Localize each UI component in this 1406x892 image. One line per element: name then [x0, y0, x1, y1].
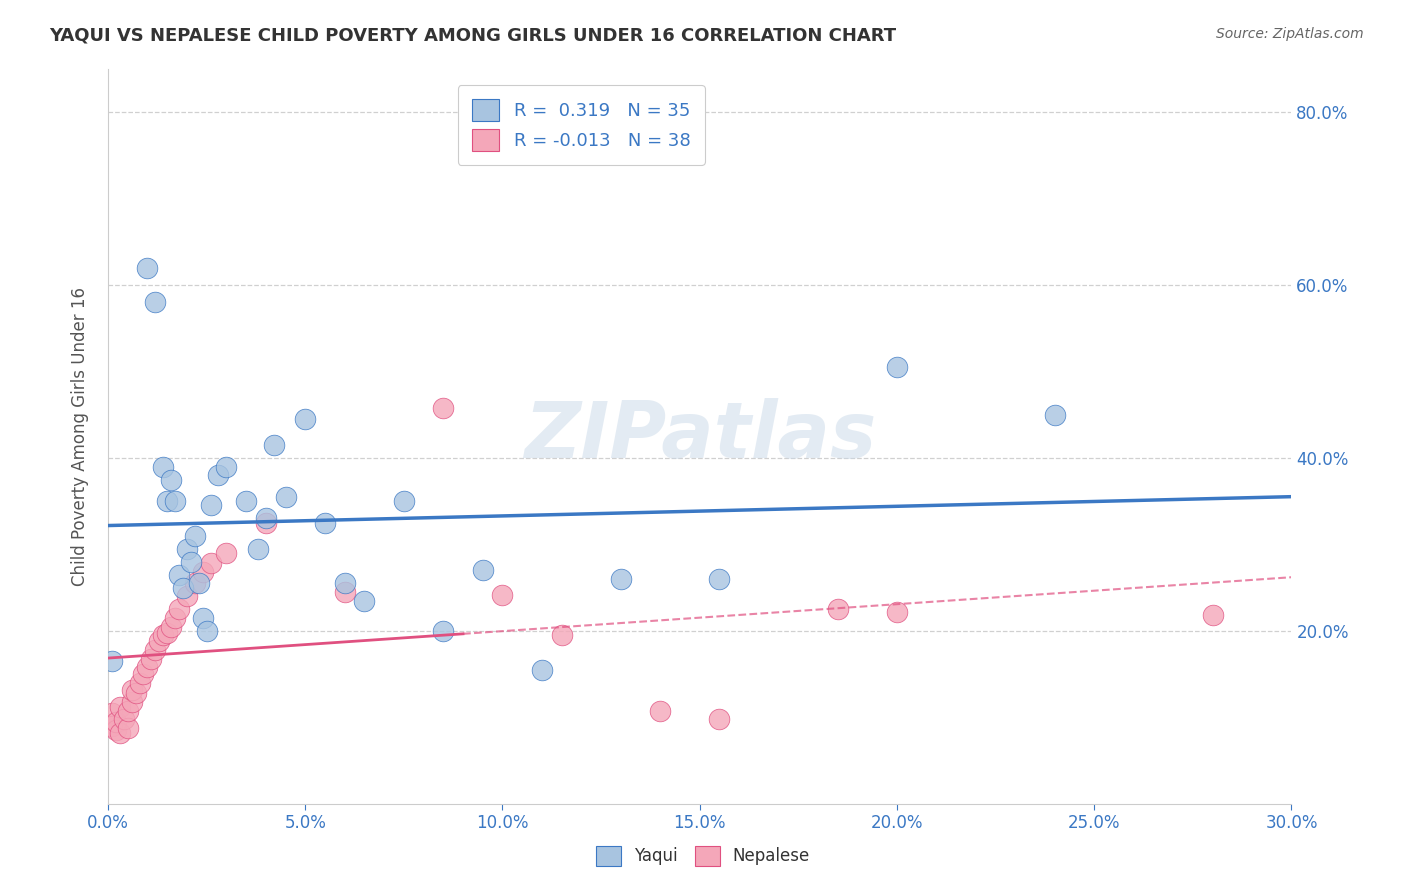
- Point: [392, 494, 415, 508]
- Point: [432, 624, 454, 638]
- Point: [128, 676, 150, 690]
- Point: [180, 555, 202, 569]
- Point: [152, 628, 174, 642]
- Point: [121, 695, 143, 709]
- Point: [314, 516, 336, 530]
- Legend: Yaqui, Nepalese: Yaqui, Nepalese: [582, 832, 824, 880]
- Point: [167, 602, 190, 616]
- Point: [121, 682, 143, 697]
- Point: [827, 602, 849, 616]
- Point: [156, 494, 179, 508]
- Point: [172, 581, 194, 595]
- Point: [104, 714, 127, 729]
- Point: [246, 541, 269, 556]
- Text: YAQUI VS NEPALESE CHILD POVERTY AMONG GIRLS UNDER 16 CORRELATION CHART: YAQUI VS NEPALESE CHILD POVERTY AMONG GI…: [49, 27, 897, 45]
- Point: [254, 516, 277, 530]
- Point: [184, 576, 207, 591]
- Point: [709, 712, 731, 726]
- Text: ZIPatlas: ZIPatlas: [523, 398, 876, 475]
- Point: [263, 438, 285, 452]
- Y-axis label: Child Poverty Among Girls Under 16: Child Poverty Among Girls Under 16: [72, 286, 89, 586]
- Point: [254, 511, 277, 525]
- Point: [176, 541, 198, 556]
- Point: [184, 529, 207, 543]
- Point: [176, 590, 198, 604]
- Point: [294, 412, 316, 426]
- Point: [650, 704, 672, 718]
- Point: [550, 628, 572, 642]
- Point: [432, 401, 454, 415]
- Point: [215, 459, 238, 474]
- Point: [191, 565, 214, 579]
- Point: [195, 624, 218, 638]
- Point: [165, 611, 187, 625]
- Point: [112, 712, 135, 726]
- Point: [101, 706, 124, 720]
- Point: [143, 295, 166, 310]
- Point: [141, 651, 163, 665]
- Point: [333, 585, 356, 599]
- Point: [101, 654, 124, 668]
- Point: [167, 567, 190, 582]
- Point: [152, 459, 174, 474]
- Point: [530, 663, 553, 677]
- Point: [117, 721, 139, 735]
- Point: [886, 605, 908, 619]
- Point: [160, 619, 183, 633]
- Point: [156, 625, 179, 640]
- Point: [1201, 608, 1223, 623]
- Point: [235, 494, 257, 508]
- Point: [1043, 408, 1066, 422]
- Legend: R =  0.319   N = 35, R = -0.013   N = 38: R = 0.319 N = 35, R = -0.013 N = 38: [458, 85, 704, 165]
- Point: [471, 563, 494, 577]
- Point: [117, 704, 139, 718]
- Point: [108, 726, 131, 740]
- Point: [200, 557, 222, 571]
- Point: [353, 593, 375, 607]
- Point: [200, 499, 222, 513]
- Point: [148, 634, 170, 648]
- Point: [274, 490, 297, 504]
- Point: [207, 468, 229, 483]
- Point: [108, 700, 131, 714]
- Point: [191, 611, 214, 625]
- Point: [124, 686, 146, 700]
- Point: [886, 359, 908, 374]
- Point: [101, 719, 124, 733]
- Point: [143, 643, 166, 657]
- Point: [136, 260, 159, 275]
- Point: [333, 576, 356, 591]
- Point: [215, 546, 238, 560]
- Point: [104, 723, 127, 738]
- Point: [136, 660, 159, 674]
- Point: [491, 588, 513, 602]
- Point: [709, 572, 731, 586]
- Point: [165, 494, 187, 508]
- Point: [187, 576, 209, 591]
- Point: [132, 667, 155, 681]
- Point: [160, 473, 183, 487]
- Point: [610, 572, 633, 586]
- Text: Source: ZipAtlas.com: Source: ZipAtlas.com: [1216, 27, 1364, 41]
